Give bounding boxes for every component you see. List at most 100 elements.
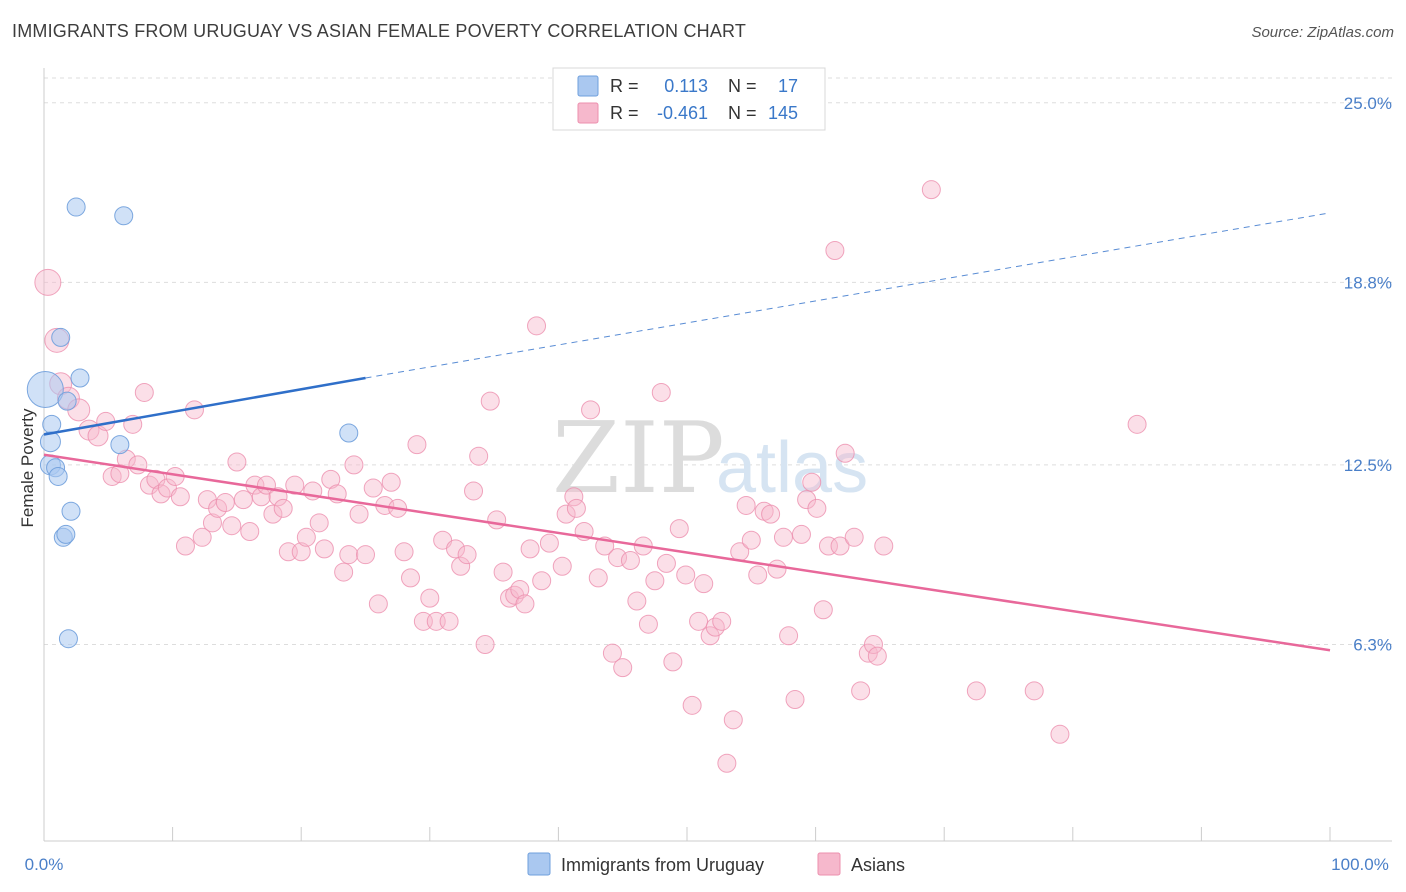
asian-point — [748, 565, 768, 585]
asian-point — [556, 504, 576, 524]
asian-point — [802, 472, 822, 492]
asian-point — [208, 498, 228, 518]
uruguay-point — [339, 423, 359, 443]
asian-point — [966, 681, 986, 701]
asian-point — [613, 658, 633, 678]
grid-lines — [44, 77, 1392, 645]
uruguay-r-value: 0.113 — [664, 76, 708, 96]
asian-point — [520, 539, 540, 559]
asian-point — [689, 611, 709, 631]
asian-point — [620, 550, 640, 570]
asian-point — [110, 464, 130, 484]
asian-point — [669, 519, 689, 539]
asian-point — [645, 571, 665, 591]
asian-point — [475, 634, 495, 654]
asian-point — [344, 455, 364, 475]
uruguay-point — [48, 466, 68, 486]
uruguay-points — [26, 197, 359, 649]
asian-point — [493, 562, 513, 582]
uruguay-point — [66, 197, 86, 217]
uruguay-point — [110, 435, 130, 455]
asian-point — [420, 588, 440, 608]
asian-point — [867, 646, 887, 666]
x-tick-label-max: 100.0% — [1331, 855, 1389, 874]
asian-point — [627, 591, 647, 611]
asian-point — [539, 533, 559, 553]
asian-point — [469, 446, 489, 466]
bottom-legend: Immigrants from Uruguay Asians — [527, 852, 905, 876]
asian-point — [273, 498, 293, 518]
asian-point — [363, 478, 383, 498]
asian-point — [394, 542, 414, 562]
asian-point — [694, 574, 714, 594]
trend-lines — [43, 212, 1331, 652]
asian-point — [175, 536, 195, 556]
watermark-atlas: atlas — [716, 428, 868, 508]
asian-point — [285, 475, 305, 495]
asian-point — [588, 568, 608, 588]
asian-point — [717, 753, 737, 773]
asian-point — [296, 527, 316, 547]
asian-r-label: R = — [610, 103, 639, 123]
asian-point — [321, 469, 341, 489]
asian-point — [723, 710, 743, 730]
asian-point — [767, 559, 787, 579]
asian-point — [807, 498, 827, 518]
asian-point — [741, 530, 761, 550]
asian-point — [785, 690, 805, 710]
asian-point — [215, 493, 235, 513]
x-tick-label-min: 0.0% — [25, 855, 64, 874]
asian-point — [480, 391, 500, 411]
asian-point — [263, 504, 283, 524]
uruguay-trend-extension — [365, 212, 1331, 379]
uruguay-n-label: N = — [728, 76, 757, 96]
asian-point — [651, 382, 671, 402]
uruguay-point — [61, 501, 81, 521]
uruguay-point — [26, 371, 64, 409]
asian-point — [656, 553, 676, 573]
asian-point — [464, 481, 484, 501]
uruguay-point — [42, 414, 62, 434]
asian-point — [712, 611, 732, 631]
asian-point — [202, 513, 222, 533]
stats-legend: R = 0.113 N = 17 R = -0.461 N = 145 — [552, 67, 826, 131]
y-tick-label: 12.5% — [1344, 456, 1392, 475]
asian-point — [581, 400, 601, 420]
asian-swatch — [577, 102, 599, 124]
asian-point — [1127, 414, 1147, 434]
y-tick-label: 6.3% — [1353, 635, 1392, 654]
asian-point — [527, 316, 547, 336]
asian-point — [676, 565, 696, 585]
asian-point — [401, 568, 421, 588]
asian-point — [368, 594, 388, 614]
asian-point — [227, 452, 247, 472]
asian-point — [510, 579, 530, 599]
asian-point — [638, 614, 658, 634]
asian-point — [818, 536, 838, 556]
asian-point — [813, 600, 833, 620]
asian-point — [874, 536, 894, 556]
asian-point — [349, 504, 369, 524]
legend-uruguay-swatch — [527, 852, 551, 876]
chart-source: Source: ZipAtlas.com — [1251, 24, 1394, 41]
asian-point — [314, 539, 334, 559]
uruguay-r-label: R = — [610, 76, 639, 96]
asian-point — [1050, 724, 1070, 744]
y-axis-title: Female Poverty — [18, 408, 37, 528]
asian-point — [830, 536, 850, 556]
asian-point — [682, 695, 702, 715]
uruguay-point — [57, 391, 77, 411]
asian-point — [566, 498, 586, 518]
asian-point — [602, 643, 622, 663]
asian-point — [34, 268, 62, 296]
asian-point — [921, 180, 941, 200]
y-tick-label: 18.8% — [1344, 273, 1392, 292]
asian-point — [663, 652, 683, 672]
asian-point — [532, 571, 552, 591]
uruguay-point — [56, 524, 76, 544]
asian-point — [1024, 681, 1044, 701]
legend-asian-label: Asians — [851, 855, 905, 875]
asian-point — [134, 382, 154, 402]
asian-point — [291, 542, 311, 562]
